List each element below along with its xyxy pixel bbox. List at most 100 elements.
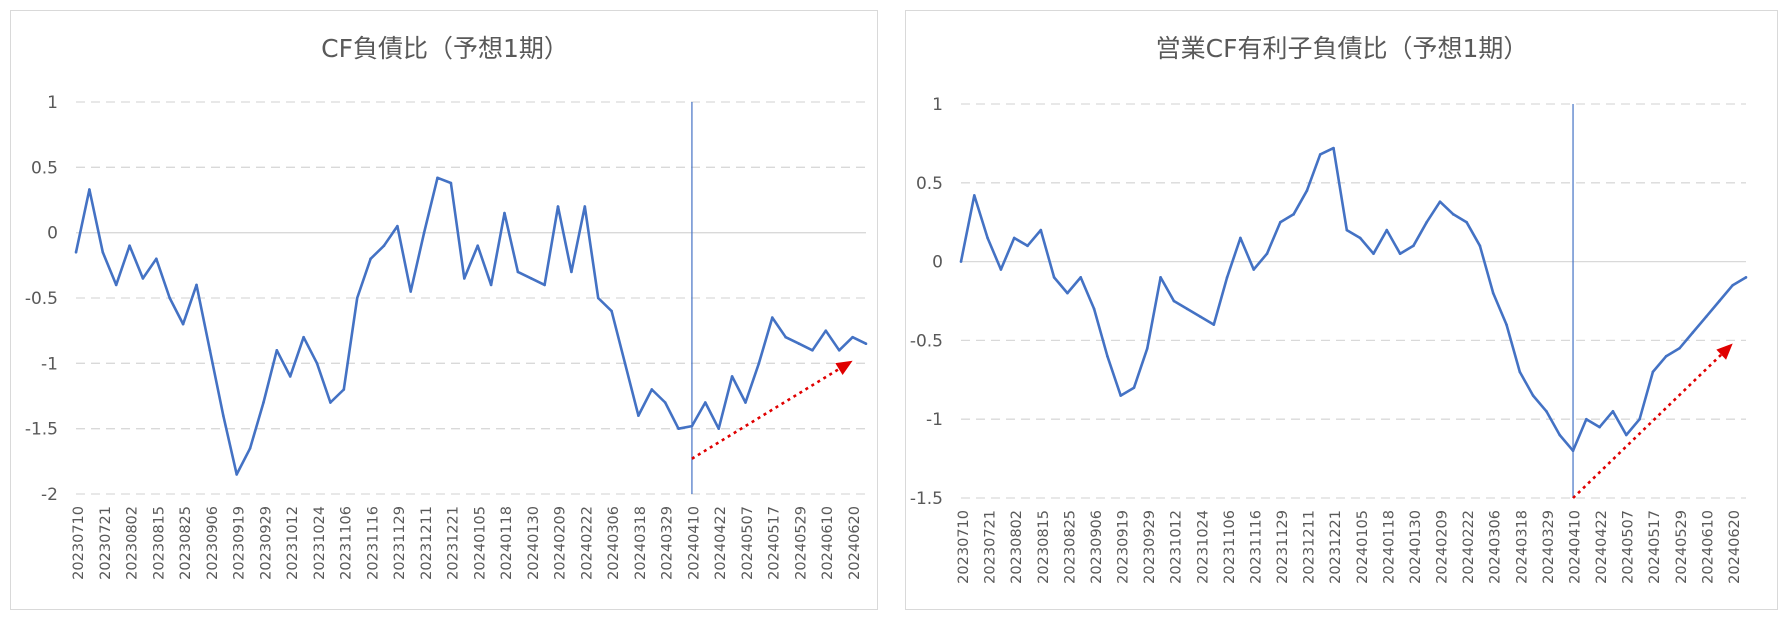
x-tick-label: 20231012 — [285, 506, 301, 580]
data-point — [1345, 228, 1349, 232]
data-point — [1438, 200, 1442, 204]
data-point — [1239, 236, 1242, 240]
chart-panel-operating-cf-debt-ratio: 営業CF有利子負債比（予想1期） 1 0.5 0 -0.5 -1 -1.5 2023071… — [905, 10, 1778, 610]
x-tick-label: 20240306 — [606, 506, 622, 580]
y-tick-label: -1.5 — [25, 420, 58, 440]
x-tick-label: 20231116 — [365, 506, 381, 580]
data-point — [409, 290, 413, 293]
data-point — [744, 401, 747, 404]
x-tick-label: 20230710 — [71, 506, 87, 580]
data-point — [1252, 268, 1256, 271]
data-point — [1358, 236, 1362, 240]
x-tick-label: 20240130 — [1408, 510, 1424, 584]
data-point — [1145, 346, 1149, 350]
y-tick-label: -1 — [41, 354, 58, 374]
data-point — [1651, 370, 1655, 374]
data-point — [1425, 220, 1428, 224]
data-point — [382, 244, 386, 248]
x-tick-label: 20240610 — [820, 506, 836, 580]
data-point — [1332, 146, 1335, 150]
data-point — [155, 257, 158, 261]
x-tick-label: 20240410 — [1567, 510, 1583, 584]
data-point — [784, 335, 787, 339]
chart-title: 営業CF有利子負債比（予想1期） — [1156, 34, 1529, 63]
data-point — [770, 316, 774, 319]
data-point — [1518, 370, 1522, 374]
x-tick-label: 20231106 — [1222, 510, 1238, 584]
data-point — [74, 250, 78, 254]
data-point — [1412, 244, 1415, 248]
x-tick-label: 20230802 — [1009, 510, 1025, 584]
x-tick-label: 20231024 — [1195, 510, 1211, 584]
x-tick-label: 20240507 — [740, 506, 756, 580]
trend-arrow-shaft — [691, 367, 840, 460]
data-point — [730, 375, 734, 378]
data-point — [1465, 220, 1468, 224]
data-point — [1052, 276, 1056, 279]
data-point — [637, 414, 640, 417]
x-tick-label: 20240222 — [1461, 510, 1477, 584]
data-point — [690, 424, 694, 428]
data-point — [422, 231, 426, 234]
data-point — [168, 296, 172, 300]
data-point — [208, 348, 212, 352]
data-point — [1385, 228, 1389, 232]
data-point — [181, 322, 185, 326]
data-point — [1451, 213, 1455, 216]
y-tick-label: 1 — [932, 95, 943, 115]
data-point — [1611, 410, 1615, 413]
x-tick-label: 20240329 — [660, 506, 676, 580]
x-tick-label: 20230815 — [1036, 510, 1052, 584]
chart-title: CF負債比（予想1期） — [321, 34, 569, 63]
data-point — [999, 268, 1003, 271]
y-tick-label: -0.5 — [25, 289, 58, 309]
series-line — [74, 176, 867, 476]
data-point — [1212, 323, 1216, 326]
data-point — [837, 348, 841, 352]
data-point — [101, 250, 105, 254]
data-point — [1598, 425, 1601, 429]
x-tick-label: 20240130 — [526, 506, 542, 580]
chart-panel-cf-debt-ratio: CF負債比（予想1期） 1 0.5 0 -0.5 -1 -1.5 -2 20230710 20… — [10, 10, 878, 610]
data-point — [1664, 354, 1668, 358]
data-point — [973, 194, 976, 197]
data-point — [1571, 449, 1575, 453]
chart-svg-right: 営業CF有利子負債比（予想1期） 1 0.5 0 -0.5 -1 -1.5 2023071… — [910, 34, 1748, 584]
x-tick-label: 20240620 — [847, 506, 863, 580]
x-tick-label: 20231024 — [312, 506, 328, 580]
x-tick-label: 20231211 — [419, 506, 435, 580]
data-point — [650, 388, 654, 391]
x-tick-label: 20230919 — [1116, 510, 1132, 584]
data-point — [1731, 283, 1734, 287]
y-axis-ticks: 1 0.5 0 -0.5 -1 -1.5 — [910, 95, 943, 509]
data-point — [1265, 252, 1269, 256]
x-tick-label: 20230929 — [258, 506, 274, 580]
series-line — [959, 146, 1747, 453]
data-point — [1372, 252, 1375, 256]
data-point — [315, 362, 319, 365]
data-point — [704, 401, 707, 404]
data-point — [1624, 433, 1628, 437]
x-tick-label: 20240422 — [1594, 510, 1610, 584]
y-tick-label: 0 — [932, 253, 943, 273]
data-point — [489, 283, 493, 287]
x-tick-label: 20240529 — [1674, 510, 1690, 584]
data-point — [288, 375, 292, 378]
data-point — [355, 296, 359, 300]
data-point — [1318, 153, 1322, 156]
x-tick-label: 20240105 — [472, 506, 488, 580]
y-axis-ticks: 1 0.5 0 -0.5 -1 -1.5 -2 — [25, 93, 58, 505]
x-tick-label: 20230710 — [956, 510, 972, 584]
data-point — [1305, 189, 1309, 192]
data-point — [463, 277, 466, 280]
data-point — [128, 244, 131, 248]
x-tick-label: 20230721 — [98, 506, 114, 580]
x-axis-ticks: 20230710 20230721 20230802 20230815 20230825… — [956, 510, 1743, 584]
data-point — [503, 211, 506, 215]
data-point — [1012, 236, 1016, 240]
data-point — [1132, 386, 1136, 389]
gridlines — [961, 103, 1746, 499]
x-tick-label: 20240222 — [579, 506, 595, 580]
x-tick-label: 20231129 — [392, 506, 408, 580]
x-tick-label: 20230721 — [983, 510, 999, 584]
